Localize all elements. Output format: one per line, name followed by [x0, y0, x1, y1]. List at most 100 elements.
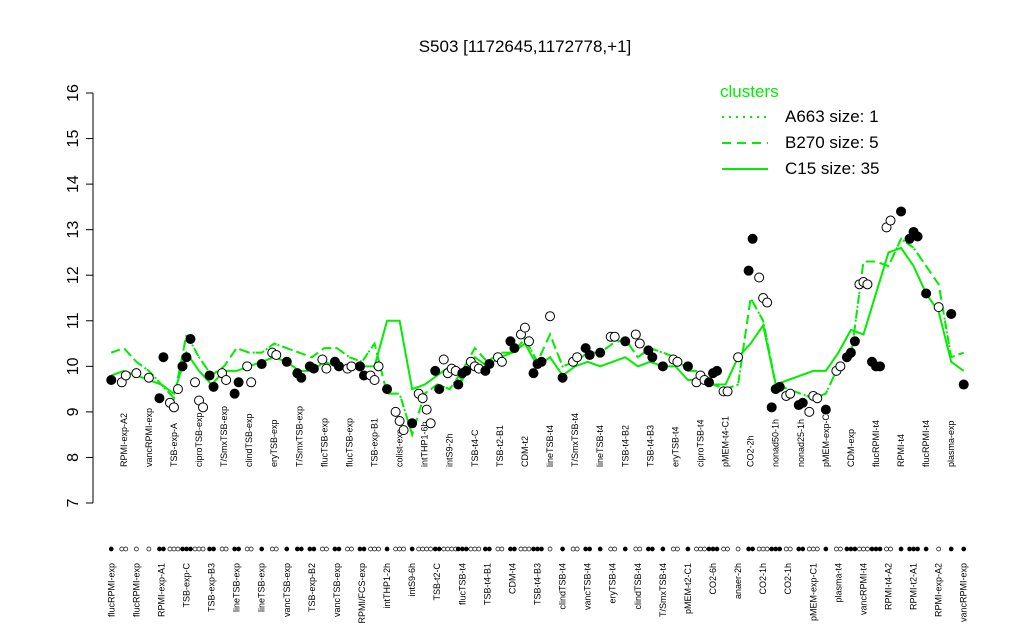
data-point: [509, 343, 520, 354]
cluster-line: [110, 237, 965, 439]
rug-dot: [773, 546, 779, 552]
rug-dot: [574, 546, 580, 552]
data-point: [921, 288, 932, 299]
data-point: [390, 406, 401, 417]
y-tick-label: 7: [65, 498, 82, 507]
rug-dot: [219, 546, 225, 552]
rug-dot: [698, 546, 703, 552]
data-point: [346, 361, 357, 372]
rug-dot: [735, 546, 741, 552]
rug-dot: [320, 546, 325, 552]
data-point: [797, 397, 808, 408]
x-tick-label: CO2-6h: [708, 563, 718, 595]
rug-dot: [284, 546, 290, 552]
data-point: [281, 356, 292, 367]
rug-dot: [196, 546, 202, 552]
rug-dot: [409, 546, 415, 552]
rug-dot: [401, 546, 406, 552]
rug-dot: [518, 546, 524, 552]
rug-dot: [750, 546, 755, 552]
data-point: [354, 361, 365, 372]
data-point: [647, 352, 658, 363]
x-tick-label: ciproTSB-exp: [194, 412, 204, 467]
rug-dot: [368, 546, 373, 552]
rug-dot: [907, 546, 912, 552]
rug-dot: [167, 546, 173, 552]
rug-dot: [814, 546, 820, 552]
x-tick-label: pMEM-exp-C2: [821, 409, 831, 467]
rug-dot: [361, 546, 367, 552]
rug-dot: [384, 546, 390, 552]
data-point: [557, 372, 568, 383]
x-tick-label: vancRPMI-exp: [144, 408, 154, 467]
rug-dot: [865, 546, 870, 552]
data-point: [785, 388, 796, 399]
rug-dot: [133, 546, 139, 552]
x-tick-label: flucRPMI-t4: [921, 420, 931, 467]
data-point: [620, 336, 631, 347]
x-tick-label: RPMI-t4-A2: [884, 563, 894, 610]
data-point: [704, 377, 715, 388]
rug-dot: [372, 546, 377, 552]
y-tick-label: 14: [65, 175, 82, 193]
data-point: [271, 349, 282, 360]
y-tick-label: 8: [65, 453, 82, 462]
x-tick-label: plasma-t4: [833, 563, 843, 603]
x-tick-label: nonad25-1h: [796, 419, 806, 467]
data-point: [373, 361, 384, 372]
rug-dot: [675, 546, 680, 552]
rug-dot: [671, 546, 676, 552]
rug-dot: [800, 546, 806, 552]
rug-dot: [211, 546, 216, 552]
rug-dot: [432, 546, 438, 552]
data-point: [933, 302, 944, 313]
rug-dot: [570, 546, 576, 552]
rug-dot: [449, 546, 455, 552]
x-tick-label: CO2-1h: [758, 563, 768, 595]
rug-dot: [512, 546, 517, 552]
rug-dot: [526, 546, 532, 552]
x-tick-label: TSB-t4-B3: [645, 425, 655, 467]
data-point: [382, 384, 393, 395]
data-point: [657, 361, 668, 372]
data-point: [421, 404, 432, 415]
x-tick-label: CO2-1h: [783, 563, 793, 595]
rug-dot: [349, 546, 354, 552]
data-point: [143, 372, 154, 383]
rug-dot: [108, 546, 114, 552]
legend-title: clusters: [720, 82, 779, 101]
data-point: [242, 361, 253, 372]
data-point: [120, 370, 131, 381]
rug-dot: [248, 546, 254, 552]
x-tick-label: lineTSB-t4: [595, 425, 605, 467]
rug-dot: [796, 546, 802, 552]
data-point: [630, 329, 641, 340]
data-point: [754, 272, 765, 283]
rug-dot: [834, 546, 839, 552]
rug-dot: [587, 546, 592, 552]
rug-dot: [764, 546, 770, 552]
rug-dot: [633, 546, 639, 552]
data-point: [453, 379, 464, 390]
rug-dot: [495, 546, 501, 552]
rug-dot: [961, 546, 967, 552]
rug-dot: [171, 546, 177, 552]
rug-dot: [298, 546, 304, 552]
rug-dot: [746, 546, 751, 552]
rug-dot: [857, 546, 862, 552]
rug-dot: [184, 546, 189, 552]
data-point: [536, 356, 547, 367]
x-tick-label: lineTSB-t4: [545, 425, 555, 467]
rug-dot: [810, 546, 816, 552]
x-tick-label: ciproTSB-t4: [695, 419, 705, 467]
x-tick-label: TSB-exp-B1: [370, 418, 380, 467]
data-point: [528, 368, 539, 379]
data-point: [672, 356, 683, 367]
rug-dot: [232, 546, 237, 552]
rug-dot: [725, 546, 730, 552]
rug-dot: [463, 546, 469, 552]
data-point: [461, 365, 472, 376]
data-point: [198, 402, 209, 413]
x-tick-label: intTHP1-2h: [382, 563, 392, 609]
x-tick-label: intTHP1-6h: [420, 421, 430, 467]
